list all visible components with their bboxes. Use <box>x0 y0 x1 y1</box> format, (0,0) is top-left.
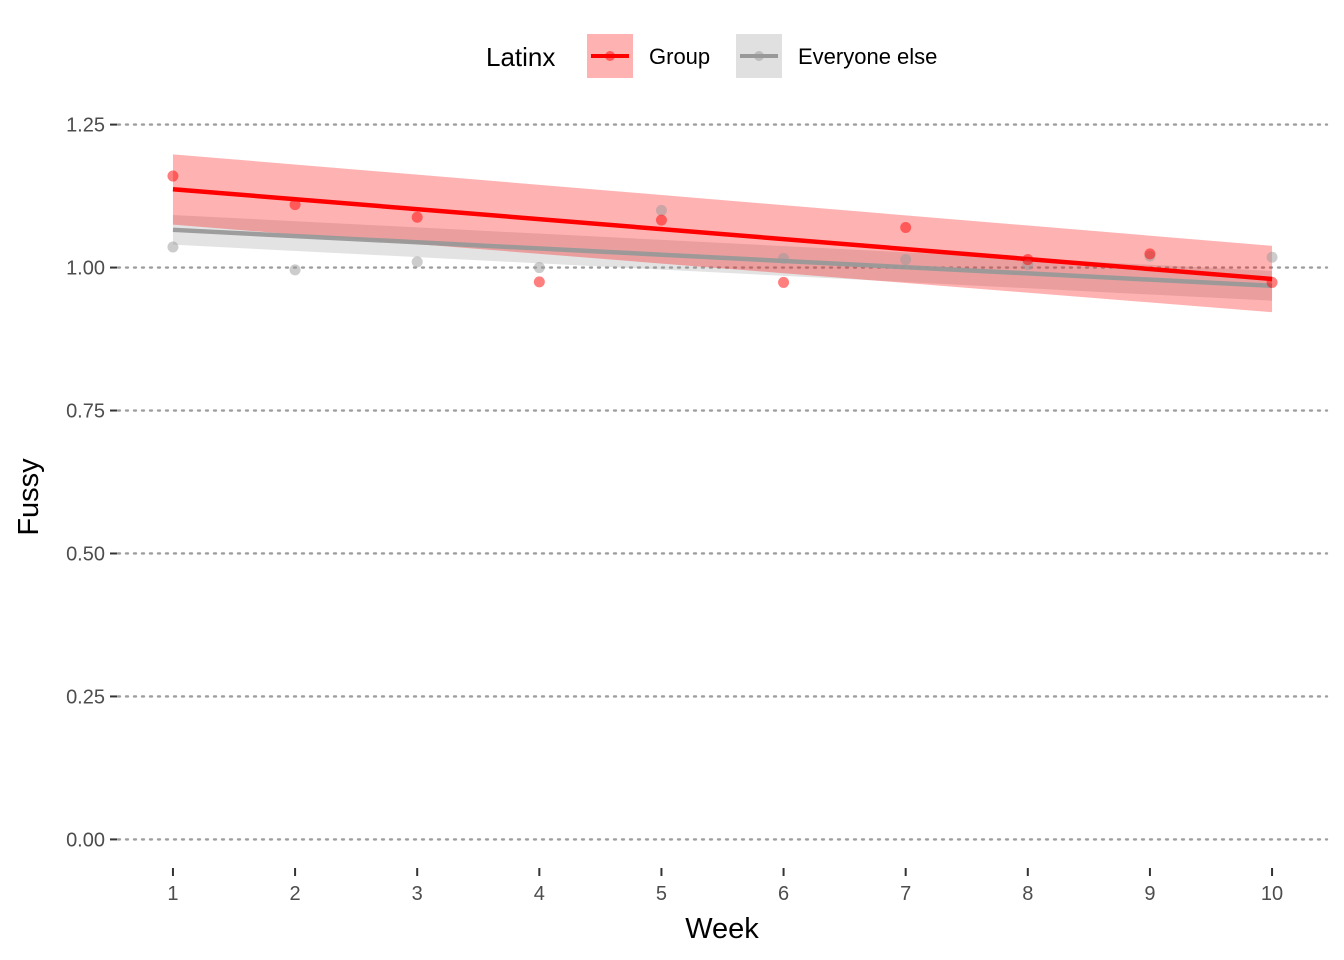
legend-title: Latinx <box>486 42 555 72</box>
legend-key-everyone-else-point <box>754 51 764 61</box>
x-tick-label: 6 <box>778 883 789 905</box>
legend-label-everyone-else: Everyone else <box>798 44 937 69</box>
y-tick-label: 0.25 <box>66 686 105 708</box>
y-tick-label: 1.00 <box>66 258 105 280</box>
x-tick-label: 9 <box>1144 883 1155 905</box>
point-group <box>655 214 667 226</box>
point-everyone-else <box>1266 251 1278 263</box>
point-group <box>411 211 423 223</box>
x-tick-label: 4 <box>534 883 545 905</box>
point-everyone-else <box>778 252 790 264</box>
x-tick-label: 5 <box>656 883 667 905</box>
x-tick-label: 10 <box>1261 883 1283 905</box>
legend-label-group: Group <box>649 44 710 69</box>
y-axis: 0.00 0.25 0.50 0.75 1.00 1.25 <box>66 115 117 851</box>
data-points <box>167 170 1278 288</box>
x-tick-label: 1 <box>167 883 178 905</box>
point-group <box>1144 248 1156 260</box>
x-tick-label: 3 <box>412 883 423 905</box>
point-group <box>289 199 301 211</box>
point-everyone-else <box>289 264 301 276</box>
y-tick-label: 0.75 <box>66 401 105 423</box>
fit-line-group <box>172 186 1273 282</box>
point-everyone-else <box>533 262 545 274</box>
point-everyone-else <box>167 241 179 253</box>
point-everyone-else <box>655 204 667 216</box>
x-axis-title: Week <box>685 913 759 945</box>
point-group <box>533 276 545 288</box>
x-tick-label: 2 <box>290 883 301 905</box>
y-tick-label: 0.50 <box>66 543 105 565</box>
point-group <box>1266 276 1278 288</box>
point-group <box>778 276 790 288</box>
y-tick-label: 1.25 <box>66 115 105 137</box>
legend-item-group: Group <box>587 34 710 78</box>
y-tick-label: 0.00 <box>66 829 105 851</box>
point-everyone-else <box>411 256 423 268</box>
point-group <box>167 170 179 182</box>
point-everyone-else <box>900 254 912 266</box>
fit-line-everyone-else <box>172 227 1273 289</box>
legend: Latinx Group Everyone else <box>486 34 937 78</box>
fit-lines <box>172 186 1273 289</box>
y-axis-title: Fussy <box>13 458 45 536</box>
x-tick-label: 7 <box>900 883 911 905</box>
legend-key-group-point <box>605 51 615 61</box>
point-group <box>1022 254 1034 266</box>
x-axis: 1 2 3 4 5 6 7 8 9 10 <box>167 868 1283 905</box>
x-tick-label: 8 <box>1022 883 1033 905</box>
point-group <box>900 222 912 234</box>
legend-item-everyone-else: Everyone else <box>736 34 937 78</box>
